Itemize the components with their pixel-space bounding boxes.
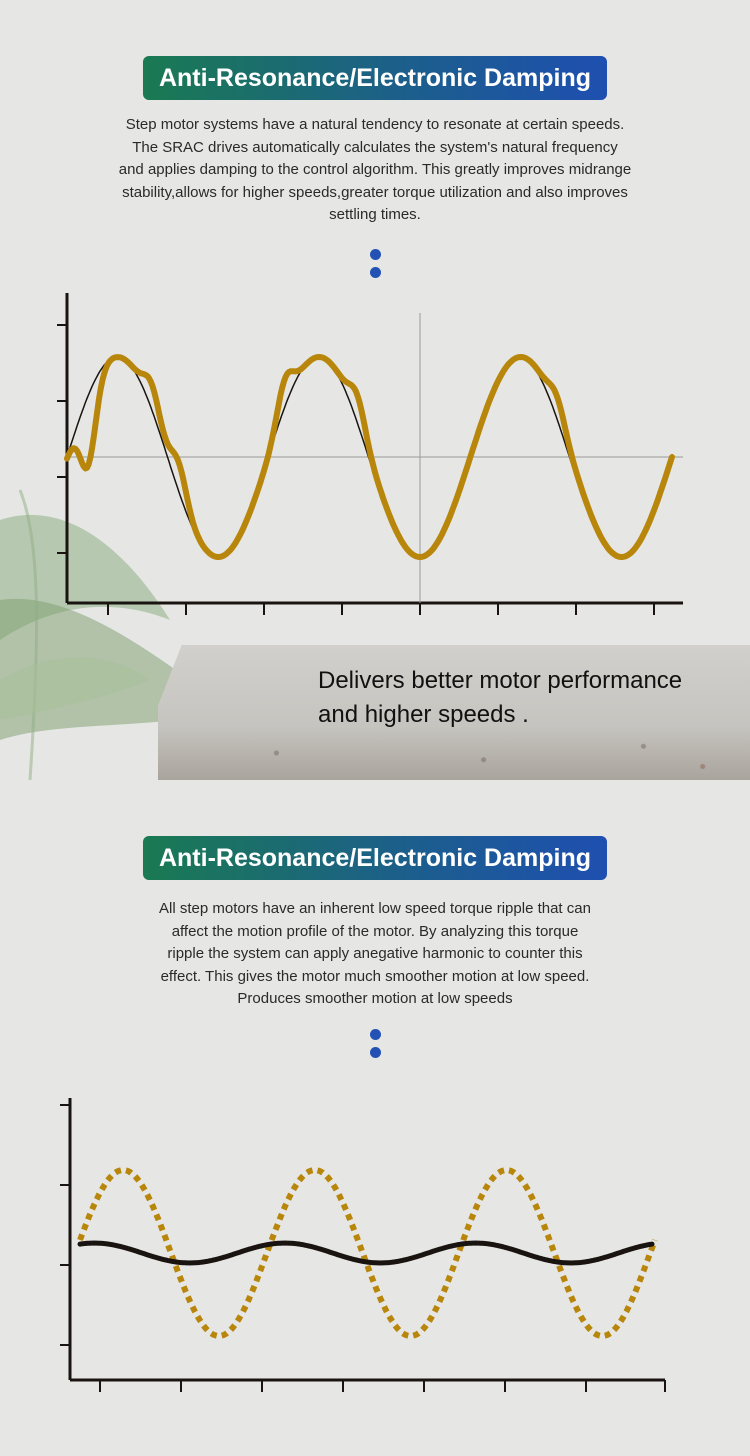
separator-dots bbox=[370, 1029, 381, 1065]
compensated-line bbox=[77, 1240, 655, 1266]
dot-icon bbox=[370, 267, 381, 278]
ripple-dotted-line bbox=[77, 1166, 658, 1340]
x-ticks bbox=[107, 603, 655, 615]
section-description: Step motor systems have a natural tenden… bbox=[118, 116, 632, 223]
marble-block bbox=[158, 645, 750, 780]
section-description: All step motors have an inherent low spe… bbox=[159, 900, 591, 1007]
resonance-chart bbox=[57, 293, 683, 615]
x-ticks bbox=[99, 1380, 666, 1392]
tagline: Delivers better motor performance and hi… bbox=[318, 667, 683, 728]
resonant-sine-line bbox=[64, 354, 675, 560]
separator-dots bbox=[370, 249, 381, 285]
dot-icon bbox=[370, 1047, 381, 1058]
y-ticks bbox=[57, 324, 67, 554]
resonance-section: Anti-Resonance/Electronic Damping Step m… bbox=[0, 56, 750, 780]
section-title: Anti-Resonance/Electronic Damping bbox=[142, 56, 608, 100]
section-title: Anti-Resonance/Electronic Damping bbox=[142, 836, 608, 880]
dot-icon bbox=[370, 1029, 381, 1040]
ripple-section: Anti-Resonance/Electronic Damping All st… bbox=[0, 780, 750, 1456]
ripple-chart bbox=[60, 1098, 666, 1392]
y-ticks bbox=[60, 1104, 70, 1346]
dot-icon bbox=[370, 249, 381, 260]
